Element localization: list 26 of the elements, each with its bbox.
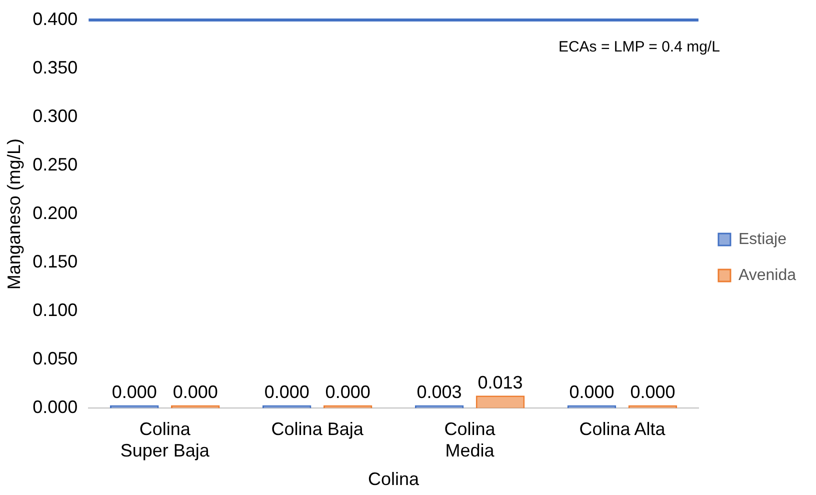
data-label: 0.000 xyxy=(569,382,614,402)
data-label: 0.000 xyxy=(172,382,218,402)
x-axis-title: Colina xyxy=(368,469,420,490)
x-tick-label: Colina Super Baja xyxy=(120,418,210,461)
legend-label: Avenida xyxy=(738,266,796,284)
x-tick-label: Colina Media xyxy=(444,418,496,461)
y-tick-label: 0.000 xyxy=(32,397,78,418)
x-tick-label: Colina Alta xyxy=(579,418,666,439)
y-tick-label: 0.250 xyxy=(32,154,78,175)
y-tick-label: 0.300 xyxy=(32,106,78,126)
y-tick-label: 0.350 xyxy=(32,57,78,78)
y-tick-label: 0.200 xyxy=(32,203,78,224)
data-label: 0.000 xyxy=(325,382,370,402)
y-tick-label: 0.100 xyxy=(32,300,78,320)
data-label: 0.013 xyxy=(478,372,523,393)
legend-label: Estiaje xyxy=(738,230,787,248)
y-tick-label: 0.400 xyxy=(32,8,78,29)
x-tick-label: Colina Baja xyxy=(271,418,364,439)
y-tick-label: 0.050 xyxy=(32,348,78,369)
data-label: 0.000 xyxy=(630,382,676,402)
data-label: 0.000 xyxy=(112,382,157,402)
data-label: 0.003 xyxy=(416,382,462,402)
data-label: 0.000 xyxy=(264,382,310,402)
y-axis-title: Manganeso (mg/L) xyxy=(4,138,24,290)
ref-line-label: ECAs = LMP = 0.4 mg/L xyxy=(558,38,720,56)
y-tick-label: 0.150 xyxy=(32,252,78,272)
